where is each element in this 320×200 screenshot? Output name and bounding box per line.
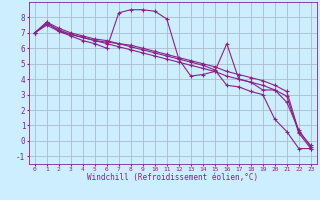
X-axis label: Windchill (Refroidissement éolien,°C): Windchill (Refroidissement éolien,°C) xyxy=(87,173,258,182)
